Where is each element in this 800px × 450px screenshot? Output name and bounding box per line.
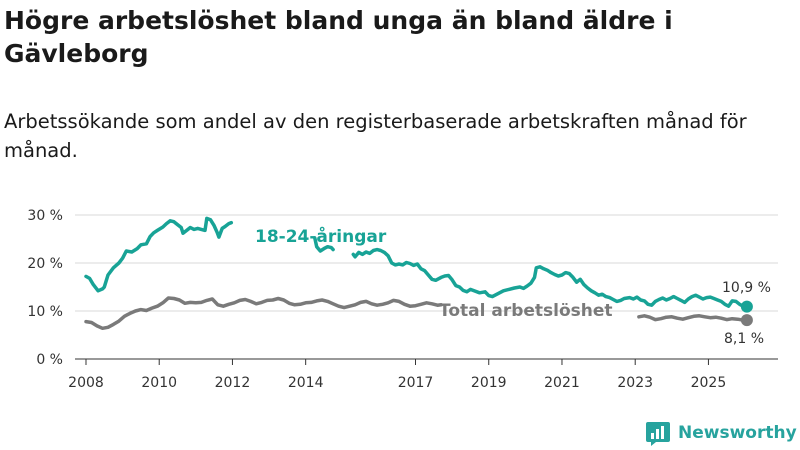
x-tick-label: 2010 <box>141 375 177 391</box>
end-value-label-total: 8,1 % <box>724 331 764 347</box>
end-point-total <box>740 314 753 327</box>
series-line-youth <box>313 236 335 253</box>
series-line-total <box>637 314 749 322</box>
y-tick-label: 10 % <box>27 304 63 320</box>
x-tick-label: 2025 <box>691 375 727 391</box>
x-tick-label: 2017 <box>398 375 434 391</box>
y-tick-label: 20 % <box>27 256 63 272</box>
x-tick-label: 2019 <box>471 375 507 391</box>
x-tick-label: 2023 <box>617 375 653 391</box>
x-tick-label: 2008 <box>68 375 104 391</box>
end-point-youth <box>740 300 753 313</box>
y-tick-label: 0 % <box>36 352 63 368</box>
series-label-youth: 18-24-åringar <box>255 225 387 247</box>
series-line-youth <box>84 216 234 293</box>
newsworthy-logo-icon <box>646 422 670 446</box>
series-line-total <box>84 296 443 331</box>
x-tick-label: 2021 <box>544 375 580 391</box>
series-line-youth <box>351 247 749 309</box>
x-tick-label: 2014 <box>288 375 324 391</box>
brand-logo: Newsworthy <box>645 420 797 446</box>
brand-name: Newsworthy <box>678 423 797 443</box>
x-tick-label: 2012 <box>215 375 251 391</box>
series-label-total: Total arbetslöshet <box>439 301 613 321</box>
end-value-label-youth: 10,9 % <box>722 280 771 296</box>
chart-title: Högre arbetslöshet bland unga än bland ä… <box>4 6 673 68</box>
chart-subtitle: Arbetssökande som andel av den registerb… <box>4 110 747 162</box>
y-tick-label: 30 % <box>27 208 63 224</box>
